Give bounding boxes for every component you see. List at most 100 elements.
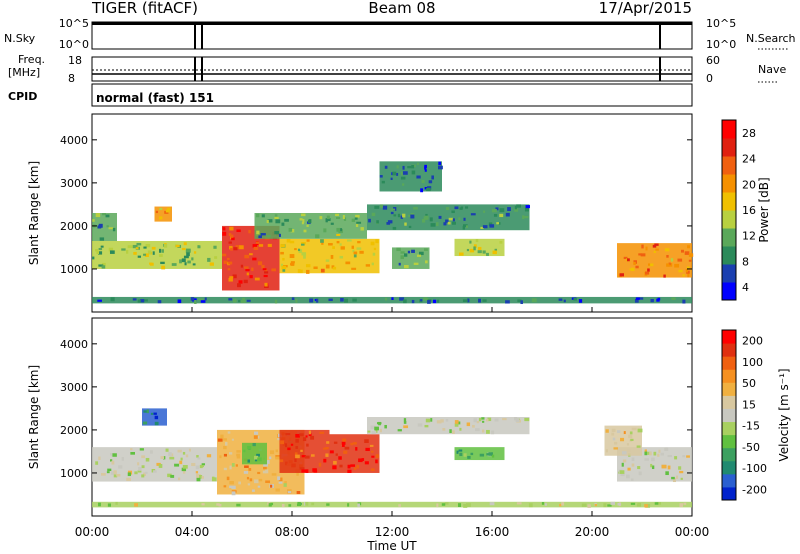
power-speckle-mark bbox=[499, 213, 504, 218]
nsearch-tick-top: 10^5 bbox=[706, 17, 736, 30]
power-speckle-mark bbox=[165, 209, 170, 213]
power-speckle-mark bbox=[473, 246, 476, 251]
colorbar-block bbox=[722, 395, 736, 409]
velocity-speckle-mark bbox=[206, 454, 212, 458]
power-speckle-mark bbox=[424, 169, 427, 172]
velocity-speckle-mark bbox=[262, 470, 267, 474]
power-speckle-mark bbox=[486, 252, 489, 256]
power-speckle-mark bbox=[214, 256, 218, 259]
power-speckle-mark bbox=[262, 268, 267, 271]
power-speckle-mark bbox=[96, 250, 100, 255]
velocity-speckle-mark bbox=[305, 501, 309, 506]
power-speckle-mark bbox=[297, 269, 301, 273]
velocity-speckle-mark bbox=[489, 502, 495, 506]
power-speckle-mark bbox=[360, 227, 364, 231]
velocity-speckle-mark bbox=[297, 501, 301, 505]
colorbar-block bbox=[722, 282, 736, 301]
power-colorbar-title: Power [dB] bbox=[757, 177, 771, 242]
velocity-speckle-mark bbox=[375, 454, 379, 459]
power-speckle-mark bbox=[652, 244, 657, 248]
velocity-speckle-mark bbox=[305, 469, 309, 473]
colorbar-tick-label: -50 bbox=[742, 441, 760, 454]
colorbar-tick-label: -15 bbox=[742, 420, 760, 433]
velocity-speckle-mark bbox=[134, 503, 138, 507]
velocity-speckle-mark bbox=[367, 430, 371, 433]
power-speckle-mark bbox=[339, 255, 344, 259]
power-speckle-mark bbox=[97, 299, 102, 302]
power-speckle-mark bbox=[248, 230, 251, 234]
power-speckle-mark bbox=[267, 243, 272, 247]
power-speckle-mark bbox=[256, 230, 260, 235]
power-speckle-mark bbox=[339, 243, 342, 246]
power-speckle-mark bbox=[109, 250, 115, 254]
power-speckle-mark bbox=[274, 299, 278, 304]
colorbar-tick-label: -200 bbox=[742, 483, 767, 496]
velocity-speckle-mark bbox=[223, 453, 227, 457]
velocity-speckle-mark bbox=[323, 447, 328, 450]
power-speckle-mark bbox=[353, 254, 357, 258]
velocity-speckle-mark bbox=[544, 503, 547, 506]
power-speckle-mark bbox=[478, 298, 482, 303]
velocity-speckle-mark bbox=[247, 445, 252, 450]
velocity-speckle-mark bbox=[185, 454, 189, 458]
velocity-speckle-mark bbox=[236, 450, 241, 453]
velocity-speckle-mark bbox=[622, 459, 627, 463]
velocity-speckle-mark bbox=[424, 424, 429, 428]
velocity-speckle-mark bbox=[268, 503, 272, 507]
velocity-speckle-mark bbox=[667, 454, 673, 458]
velocity-speckle-mark bbox=[342, 438, 347, 442]
power-speckle-mark bbox=[167, 207, 171, 211]
power-speckle-mark bbox=[356, 221, 362, 224]
power-speckle-mark bbox=[493, 213, 498, 217]
power-speckle-mark bbox=[132, 298, 137, 301]
velocity-speckle-mark bbox=[243, 471, 249, 474]
nsky-label: N.Sky bbox=[4, 32, 36, 45]
power-speckle-mark bbox=[505, 212, 510, 217]
colorbar-block bbox=[722, 473, 736, 488]
power-speckle-mark bbox=[184, 262, 187, 266]
colorbar-block bbox=[722, 369, 736, 383]
velocity-speckle-mark bbox=[302, 437, 307, 442]
power-speckle-mark bbox=[357, 240, 361, 244]
velocity-speckle-mark bbox=[466, 422, 471, 427]
velocity-speckle-mark bbox=[491, 430, 495, 435]
power-speckle-mark bbox=[424, 166, 427, 170]
power-speckle-mark bbox=[258, 244, 264, 247]
velocity-speckle-mark bbox=[541, 502, 545, 505]
nave-label: Nave bbox=[758, 63, 786, 76]
velocity-speckle-mark bbox=[630, 502, 636, 505]
power-speckle-mark bbox=[320, 239, 324, 243]
power-speckle-mark bbox=[284, 218, 289, 222]
power-speckle-mark bbox=[668, 262, 671, 266]
velocity-colorbar: 200 100 50 15 -15 -50 -100 -200 Velocity [m s⁻¹… bbox=[721, 329, 791, 501]
velocity-speckle-mark bbox=[528, 503, 533, 508]
velocity-speckle-mark bbox=[463, 504, 468, 508]
velocity-speckle-mark bbox=[457, 421, 461, 425]
power-speckle-mark bbox=[303, 254, 306, 259]
power-speckle-mark bbox=[233, 247, 238, 251]
velocity-speckle-mark bbox=[284, 443, 288, 448]
velocity-speckle-mark bbox=[683, 502, 687, 505]
colorbar-block bbox=[722, 138, 736, 157]
power-speckle-mark bbox=[517, 299, 522, 302]
power-speckle-mark bbox=[229, 245, 233, 250]
power-ytick-label: 1000 bbox=[60, 263, 88, 276]
velocity-speckle-mark bbox=[306, 443, 309, 447]
velocity-speckle-mark bbox=[626, 474, 630, 479]
power-speckle-mark bbox=[392, 171, 397, 176]
velocity-speckle-mark bbox=[344, 446, 350, 450]
velocity-speckle-mark bbox=[244, 465, 249, 468]
velocity-speckle-mark bbox=[658, 449, 661, 453]
power-speckle-mark bbox=[222, 253, 227, 257]
power-speckle-mark bbox=[386, 222, 391, 225]
velocity-speckle-mark bbox=[130, 448, 133, 451]
power-speckle-mark bbox=[407, 166, 412, 169]
power-speckle-mark bbox=[261, 214, 265, 218]
power-speckle-mark bbox=[183, 242, 187, 246]
velocity-speckle-mark bbox=[478, 417, 482, 422]
velocity-speckle-mark bbox=[403, 418, 407, 422]
power-speckle-mark bbox=[558, 298, 563, 301]
velocity-speckle-mark bbox=[191, 462, 196, 467]
power-speckle-mark bbox=[143, 253, 147, 256]
power-speckle-mark bbox=[370, 241, 375, 246]
